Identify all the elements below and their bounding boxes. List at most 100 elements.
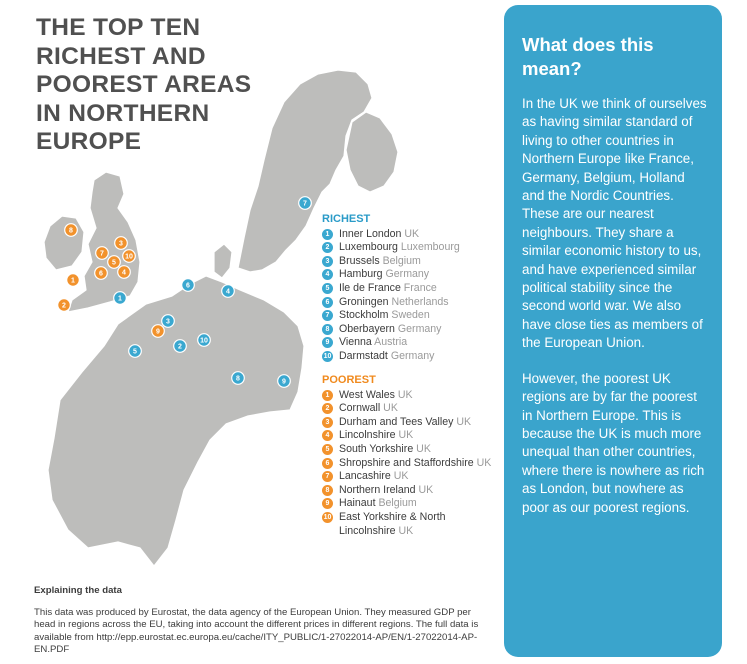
richest-marker-dot xyxy=(277,374,291,388)
richest-rank-badge: 5 xyxy=(322,282,333,294)
region-name: Ile de France xyxy=(339,281,401,294)
country-name: UK xyxy=(383,402,398,415)
country-name: UK xyxy=(398,429,414,442)
poorest-marker-label: 4 xyxy=(122,269,126,276)
richest-legend-text: Hamburg Germany xyxy=(339,268,504,282)
poorest-rank-badge: 6 xyxy=(322,457,333,469)
region-name: Luxembourg xyxy=(339,241,398,254)
poorest-legend-text: Lincolnshire UK xyxy=(339,429,504,443)
poorest-legend-item: 7 Lancashire UK xyxy=(322,470,504,484)
richest-marker-dot xyxy=(161,314,175,328)
poorest-marker-dot xyxy=(57,298,71,312)
poorest-legend-item: 5 South Yorkshire UK xyxy=(322,443,504,457)
richest-marker-dot xyxy=(197,333,211,347)
poorest-legend-item: 1 West Wales UK xyxy=(322,389,504,403)
country-name: Germany xyxy=(385,268,430,281)
poorest-legend-text: Cornwall UK xyxy=(339,402,504,416)
country-name: UK xyxy=(456,415,472,428)
poorest-rank-badge: 5 xyxy=(322,443,333,455)
richest-marker-label: 6 xyxy=(186,282,190,289)
richest-map-marker: 7 xyxy=(298,196,312,210)
poorest-marker-label: 9 xyxy=(156,328,160,335)
richest-rank-badge: 1 xyxy=(322,228,333,240)
region-name: Northern Ireland xyxy=(339,483,416,496)
richest-legend-item: 3 Brussels Belgium xyxy=(322,255,504,269)
country-name: UK xyxy=(416,442,431,455)
richest-legend-item: 1 Inner London UK xyxy=(322,228,504,242)
poorest-rank-badge: 8 xyxy=(322,484,333,496)
richest-map-marker: 9 xyxy=(277,374,291,388)
richest-marker-label: 10 xyxy=(200,337,208,344)
region-name: Cornwall xyxy=(339,402,381,415)
richest-marker-label: 5 xyxy=(133,348,137,355)
poorest-marker-label: 2 xyxy=(62,302,66,309)
poorest-marker-label: 1 xyxy=(71,277,75,284)
poorest-map-marker: 2 xyxy=(57,298,71,312)
richest-marker-dot xyxy=(173,339,187,353)
poorest-legend-text: Lancashire UK xyxy=(339,470,504,484)
region-name: Hainaut xyxy=(339,497,376,510)
richest-map-marker: 6 xyxy=(181,278,195,292)
poorest-legend-text: West Wales UK xyxy=(339,389,504,403)
richest-legend-text: Inner London UK xyxy=(339,228,504,242)
explaining-body: This data was produced by Eurostat, the … xyxy=(34,606,479,656)
country-name: Belgium xyxy=(382,254,421,267)
poorest-legend-text: South Yorkshire UK xyxy=(339,443,504,457)
poorest-map-marker: 6 xyxy=(94,266,108,280)
richest-legend-item: 8 Oberbayern Germany xyxy=(322,323,504,337)
country-name: France xyxy=(403,281,437,294)
finland-land xyxy=(345,111,399,193)
richest-rank-badge: 10 xyxy=(322,350,333,362)
poorest-map-marker: 8 xyxy=(64,223,78,237)
poorest-legend-text: East Yorkshire & North Lincolnshire UK xyxy=(339,511,504,538)
richest-rank-badge: 7 xyxy=(322,310,333,322)
richest-marker-dot xyxy=(128,344,142,358)
country-name: UK xyxy=(404,227,420,240)
richest-marker-dot xyxy=(298,196,312,210)
panel-paragraph: In the UK we think of ourselves as havin… xyxy=(522,96,707,351)
scandinavia-land xyxy=(237,69,373,273)
poorest-map-marker: 10 xyxy=(122,249,136,263)
region-name: Vienna xyxy=(339,336,372,349)
poorest-legend-item: 3 Durham and Tees Valley UK xyxy=(322,416,504,430)
richest-legend-item: 6 Groningen Netherlands xyxy=(322,296,504,310)
poorest-legend-item: 10 East Yorkshire & North Lincolnshire UK xyxy=(322,511,504,538)
poorest-map-marker: 4 xyxy=(117,265,131,279)
poorest-map-marker: 3 xyxy=(114,236,128,250)
richest-legend-text: Brussels Belgium xyxy=(339,255,504,269)
richest-map-marker: 10 xyxy=(197,333,211,347)
poorest-marker-label: 3 xyxy=(119,240,123,247)
poorest-marker-dot xyxy=(151,324,165,338)
poorest-legend-item: 2 Cornwall UK xyxy=(322,402,504,416)
poorest-marker-label: 8 xyxy=(69,227,73,234)
poorest-legend-text: Shropshire and Staffordshire UK xyxy=(339,457,504,471)
poorest-legend-text: Hainaut Belgium xyxy=(339,497,504,511)
richest-marker-dot xyxy=(181,278,195,292)
country-name: Austria xyxy=(374,336,408,349)
richest-legend-text: Groningen Netherlands xyxy=(339,296,504,310)
poorest-legend-item: 6 Shropshire and Staffordshire UK xyxy=(322,457,504,471)
poorest-legend-item: 4 Lincolnshire UK xyxy=(322,429,504,443)
richest-heading: RICHEST xyxy=(322,213,371,225)
richest-legend-item: 4 Hamburg Germany xyxy=(322,268,504,282)
poorest-marker-dot xyxy=(95,246,109,260)
region-name: Shropshire and Staffordshire xyxy=(339,456,474,469)
region-name: West Wales xyxy=(339,388,395,401)
poorest-marker-dot xyxy=(117,265,131,279)
poorest-marker-dot xyxy=(66,273,80,287)
region-name: Durham and Tees Valley xyxy=(339,415,454,428)
country-name: Sweden xyxy=(391,309,430,322)
richest-map-marker: 2 xyxy=(173,339,187,353)
region-name: Stockholm xyxy=(339,309,389,322)
richest-rank-badge: 4 xyxy=(322,269,333,281)
poorest-marker-dot xyxy=(64,223,78,237)
poorest-marker-dot xyxy=(122,249,136,263)
poorest-legend-text: Northern Ireland UK xyxy=(339,484,504,498)
poorest-rank-badge: 2 xyxy=(322,403,333,415)
poorest-rank-badge: 9 xyxy=(322,498,333,510)
richest-rank-badge: 3 xyxy=(322,255,333,267)
country-name: UK xyxy=(393,470,409,483)
poorest-legend-item: 8 Northern Ireland UK xyxy=(322,484,504,498)
poorest-rank-badge: 4 xyxy=(322,430,333,442)
